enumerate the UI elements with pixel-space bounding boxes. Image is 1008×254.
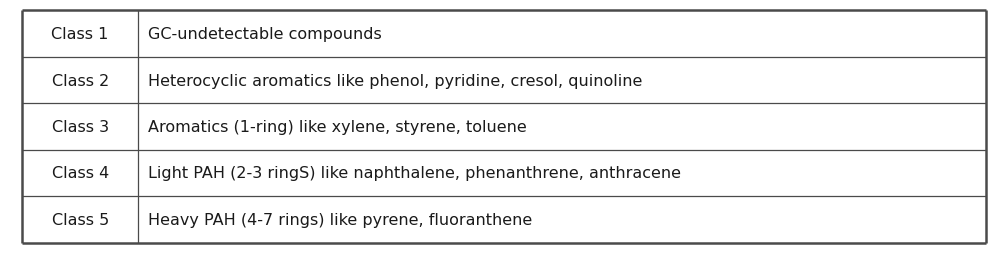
Text: GC-undetectable compounds: GC-undetectable compounds bbox=[148, 27, 382, 42]
Text: Class 2: Class 2 bbox=[51, 73, 109, 88]
Text: Class 3: Class 3 bbox=[51, 120, 109, 134]
Text: Class 5: Class 5 bbox=[51, 212, 109, 227]
Text: Class 1: Class 1 bbox=[51, 27, 109, 42]
Text: Light PAH (2-3 ringS) like naphthalene, phenanthrene, anthracene: Light PAH (2-3 ringS) like naphthalene, … bbox=[148, 166, 681, 181]
Text: Heavy PAH (4-7 rings) like pyrene, fluoranthene: Heavy PAH (4-7 rings) like pyrene, fluor… bbox=[148, 212, 532, 227]
Text: Heterocyclic aromatics like phenol, pyridine, cresol, quinoline: Heterocyclic aromatics like phenol, pyri… bbox=[148, 73, 642, 88]
Text: Aromatics (1-ring) like xylene, styrene, toluene: Aromatics (1-ring) like xylene, styrene,… bbox=[148, 120, 527, 134]
Text: Class 4: Class 4 bbox=[51, 166, 109, 181]
